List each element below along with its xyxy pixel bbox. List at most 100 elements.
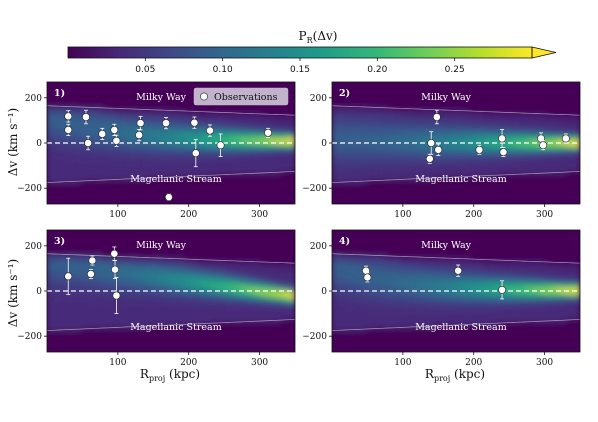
- heatmap-cell: [204, 118, 213, 123]
- heatmap-cell: [448, 151, 457, 156]
- heatmap-cell: [136, 247, 144, 252]
- heatmap-cell: [177, 124, 186, 129]
- heatmap-cell: [407, 84, 416, 89]
- heatmap-cell: [142, 133, 151, 138]
- heatmap-cell: [163, 256, 172, 261]
- heatmap-cell: [510, 151, 519, 156]
- heatmap-cell: [218, 230, 227, 234]
- heatmap-cell: [469, 102, 478, 107]
- heatmap-cell: [359, 99, 367, 104]
- heatmap-cell: [372, 230, 381, 234]
- heatmap-cell: [184, 185, 193, 190]
- heatmap-cell: [393, 336, 402, 341]
- heatmap-cell: [80, 191, 89, 196]
- heatmap-cell: [87, 266, 96, 271]
- heatmap-cell: [462, 200, 471, 204]
- heatmap-cell: [332, 339, 340, 344]
- heatmap-cell: [218, 200, 227, 204]
- heatmap-cell: [60, 197, 69, 202]
- heatmap-cell: [359, 260, 367, 265]
- heatmap-cell: [156, 154, 165, 159]
- heatmap-cell: [365, 321, 374, 326]
- heatmap-cell: [122, 127, 131, 132]
- heatmap-cell: [184, 287, 193, 292]
- heatmap-cell: [253, 185, 262, 190]
- heatmap-cell: [163, 290, 172, 295]
- heatmap-cell: [67, 163, 76, 168]
- heatmap-cell: [184, 112, 193, 117]
- heatmap-cell: [74, 173, 82, 178]
- heatmap-cell: [352, 253, 361, 258]
- heatmap-cell: [60, 317, 69, 322]
- heatmap-cell: [496, 166, 505, 171]
- heatmap-cell: [108, 232, 117, 237]
- heatmap-cell: [455, 176, 464, 181]
- heatmap-cell: [170, 90, 179, 95]
- heatmap-cell: [115, 336, 124, 341]
- heatmap-cell: [538, 93, 547, 98]
- heatmap-cell: [400, 182, 409, 187]
- heatmap-cell: [359, 281, 367, 286]
- heatmap-cell: [47, 296, 55, 301]
- contour-upper: [332, 105, 580, 116]
- heatmap-cell: [129, 173, 138, 178]
- heatmap-cell: [332, 321, 340, 326]
- heatmap-cell: [332, 145, 340, 150]
- heatmap-cell: [372, 130, 381, 135]
- heatmap-cell: [400, 278, 409, 283]
- heatmap-cell: [421, 182, 429, 187]
- heatmap-cell: [204, 115, 213, 120]
- heatmap-cell: [122, 330, 131, 335]
- heatmap-cell: [421, 118, 429, 123]
- heatmap-cell: [108, 124, 117, 129]
- heatmap-cell: [136, 250, 144, 255]
- heatmap-cell: [469, 163, 478, 168]
- heatmap-cell: [87, 148, 96, 153]
- heatmap-cell: [407, 145, 416, 150]
- heatmap-cell: [266, 188, 275, 193]
- heatmap-cell: [379, 139, 388, 144]
- heatmap-cell: [489, 157, 498, 162]
- heatmap-cell: [101, 151, 110, 156]
- heatmap-cell: [287, 290, 295, 295]
- heatmap-cell: [170, 244, 179, 249]
- heatmap-cell: [239, 241, 248, 246]
- heatmap-cell: [74, 185, 82, 190]
- heatmap-cell: [108, 179, 117, 184]
- heatmap-cell: [260, 263, 268, 268]
- heatmap-cell: [407, 133, 416, 138]
- heatmap-cell: [170, 311, 179, 316]
- heatmap-cell: [260, 124, 268, 129]
- heatmap-cell: [379, 133, 388, 138]
- heatmap-cell: [469, 154, 478, 159]
- heatmap-cell: [74, 287, 82, 292]
- heatmap-cell: [53, 169, 62, 174]
- heatmap-cell: [545, 115, 553, 120]
- heatmap-cell: [80, 302, 89, 307]
- heatmap-cell: [211, 272, 220, 277]
- heatmap-cell: [142, 84, 151, 89]
- heatmap-cell: [538, 87, 547, 92]
- heatmap-cell: [386, 102, 395, 107]
- heatmap-cell: [400, 260, 409, 265]
- heatmap-cell: [489, 194, 498, 199]
- heatmap-cell: [469, 191, 478, 196]
- heatmap-cell: [393, 333, 402, 338]
- heatmap-cell: [558, 142, 567, 147]
- heatmap-cell: [246, 278, 255, 283]
- heatmap-cell: [558, 121, 567, 126]
- heatmap-cell: [122, 342, 131, 347]
- heatmap-cell: [184, 317, 193, 322]
- heatmap-cell: [476, 154, 485, 159]
- heatmap-cell: [225, 281, 234, 286]
- heatmap-cell: [448, 169, 457, 174]
- heatmap-cell: [372, 160, 381, 165]
- heatmap-cell: [510, 157, 519, 162]
- heatmap-cell: [239, 308, 248, 313]
- heatmap-cell: [177, 232, 186, 237]
- heatmap-cell: [149, 321, 158, 326]
- heatmap-cell: [531, 182, 540, 187]
- heatmap-cell: [372, 260, 381, 265]
- heatmap-cell: [287, 302, 295, 307]
- heatmap-cell: [558, 176, 567, 181]
